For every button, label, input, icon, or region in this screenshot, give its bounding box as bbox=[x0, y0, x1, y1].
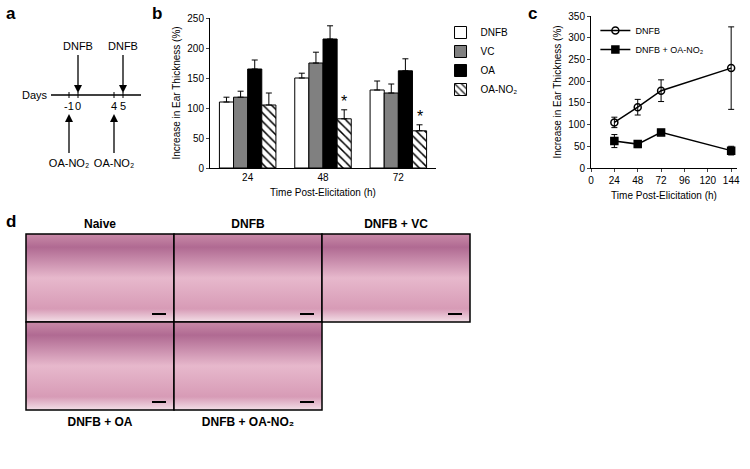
svg-text:DNFB: DNFB bbox=[481, 27, 509, 38]
svg-text:144: 144 bbox=[723, 175, 740, 186]
svg-text:-1: -1 bbox=[64, 100, 74, 112]
svg-text:OA-NO₂: OA-NO₂ bbox=[49, 157, 89, 169]
svg-text:150: 150 bbox=[568, 97, 585, 108]
svg-text:50: 50 bbox=[193, 133, 205, 144]
svg-text:120: 120 bbox=[699, 175, 716, 186]
svg-text:0: 0 bbox=[75, 100, 81, 112]
svg-text:72: 72 bbox=[393, 172, 405, 183]
svg-text:200: 200 bbox=[187, 43, 204, 54]
svg-text:Increase in Ear Thickness (%): Increase in Ear Thickness (%) bbox=[171, 26, 182, 159]
svg-text:DNFB: DNFB bbox=[635, 26, 660, 36]
svg-text:96: 96 bbox=[679, 175, 691, 186]
svg-text:DNFB + OA-NO₂: DNFB + OA-NO₂ bbox=[202, 415, 294, 429]
svg-text:DNFB + OA: DNFB + OA bbox=[67, 415, 132, 429]
svg-text:DNFB + OA-NO₂: DNFB + OA-NO₂ bbox=[635, 45, 703, 55]
svg-text:5: 5 bbox=[120, 100, 126, 112]
svg-text:Days: Days bbox=[22, 89, 48, 101]
svg-text:48: 48 bbox=[632, 175, 644, 186]
svg-text:100: 100 bbox=[187, 103, 204, 114]
svg-text:350: 350 bbox=[568, 11, 585, 22]
svg-text:DNFB: DNFB bbox=[63, 40, 93, 52]
svg-text:Naive: Naive bbox=[84, 217, 116, 231]
svg-text:48: 48 bbox=[317, 172, 329, 183]
html-text:d: d bbox=[6, 212, 17, 231]
svg-text:250: 250 bbox=[187, 13, 204, 24]
svg-text:300: 300 bbox=[568, 32, 585, 43]
svg-text:24: 24 bbox=[242, 172, 254, 183]
svg-text:24: 24 bbox=[609, 175, 621, 186]
svg-text:*: * bbox=[341, 93, 347, 110]
svg-text:0: 0 bbox=[198, 163, 204, 174]
svg-text:*: * bbox=[417, 108, 423, 125]
svg-text:OA-NO₂: OA-NO₂ bbox=[481, 84, 518, 95]
svg-text:250: 250 bbox=[568, 54, 585, 65]
svg-text:OA-NO₂: OA-NO₂ bbox=[94, 157, 134, 169]
svg-text:4: 4 bbox=[111, 100, 117, 112]
html-text:b: b bbox=[152, 4, 163, 23]
svg-text:200: 200 bbox=[568, 76, 585, 87]
html-text:a: a bbox=[6, 4, 16, 23]
svg-text:50: 50 bbox=[574, 141, 586, 152]
svg-text:DNFB: DNFB bbox=[108, 40, 138, 52]
svg-text:0: 0 bbox=[588, 175, 594, 186]
svg-text:Increase in Ear Thickness (%): Increase in Ear Thickness (%) bbox=[552, 25, 563, 158]
svg-text:72: 72 bbox=[656, 175, 668, 186]
svg-text:OA: OA bbox=[481, 65, 496, 76]
svg-text:DNFB: DNFB bbox=[231, 217, 265, 231]
svg-text:Time Post-Elicitation (h): Time Post-Elicitation (h) bbox=[270, 187, 376, 198]
svg-text:VC: VC bbox=[481, 46, 495, 57]
html-text:c: c bbox=[528, 4, 538, 23]
svg-text:150: 150 bbox=[187, 73, 204, 84]
svg-text:DNFB + VC: DNFB + VC bbox=[364, 217, 428, 231]
svg-text:Time Post-Elicitation (h): Time Post-Elicitation (h) bbox=[611, 190, 717, 201]
svg-text:100: 100 bbox=[568, 119, 585, 130]
svg-text:0: 0 bbox=[579, 163, 585, 174]
